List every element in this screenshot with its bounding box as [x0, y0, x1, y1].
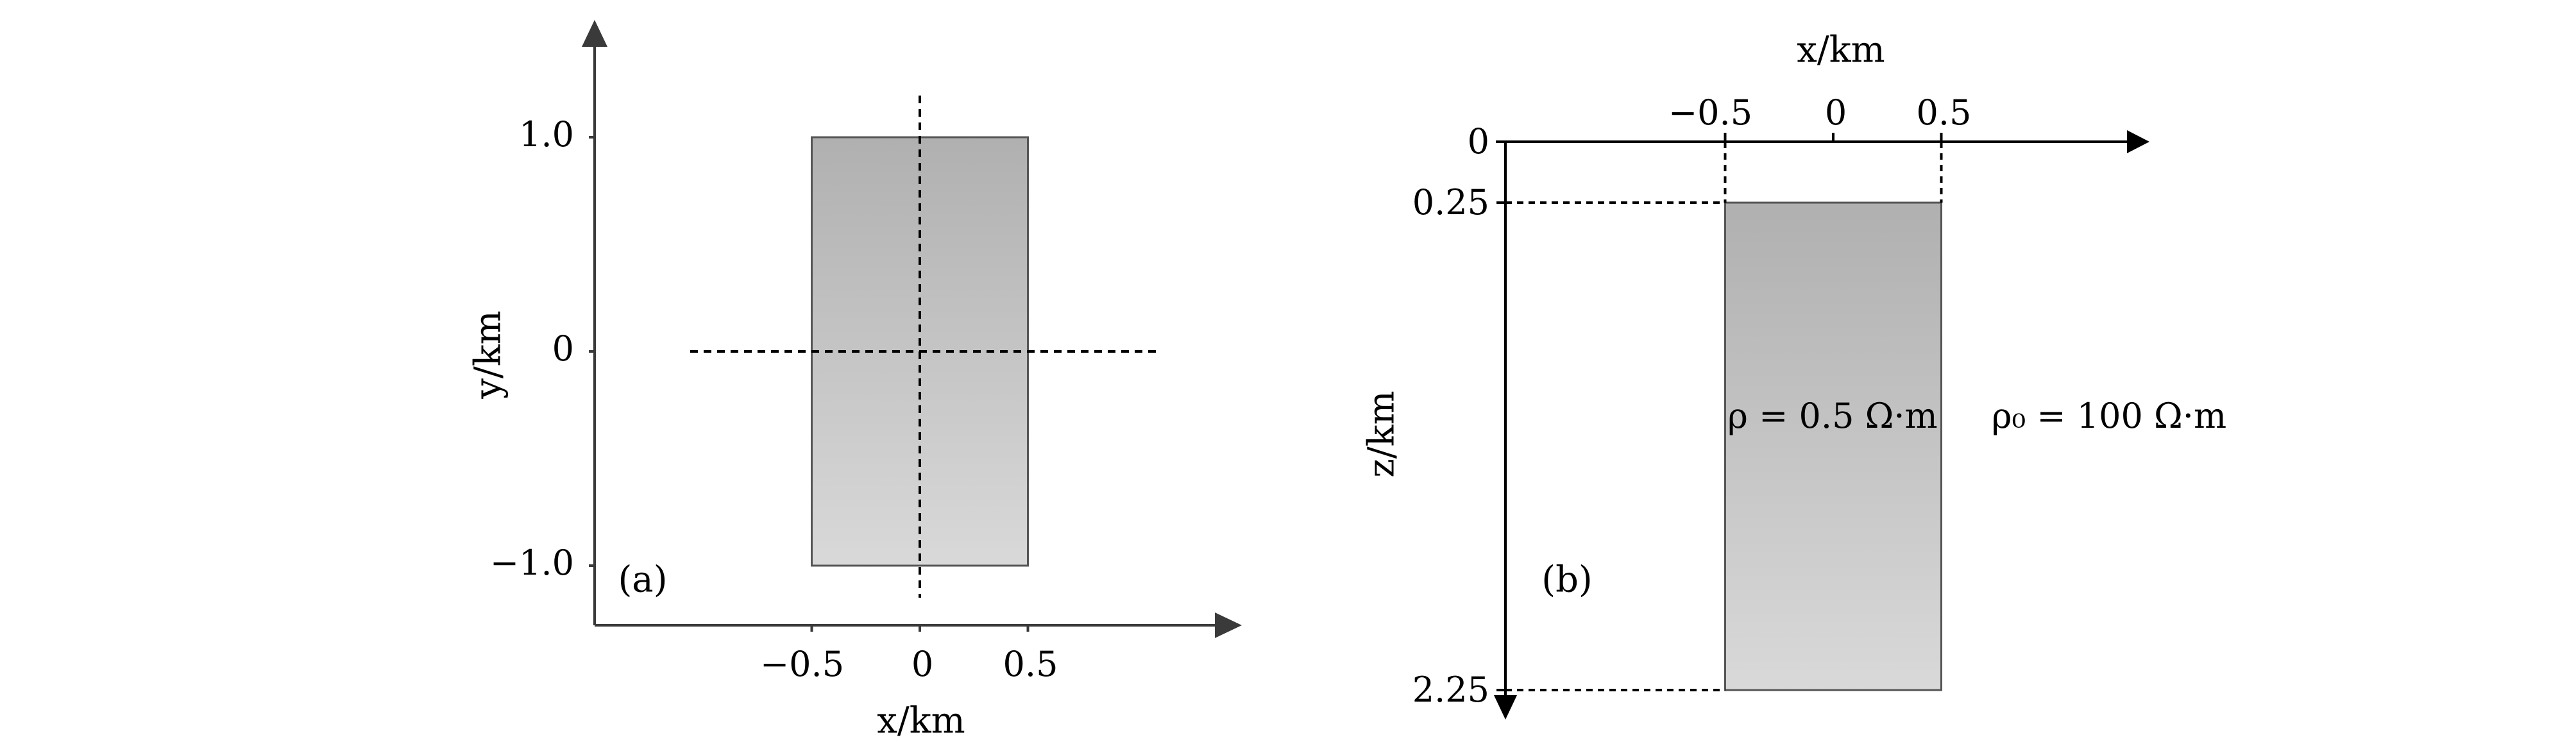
x-tick-label: −0.5	[760, 644, 844, 684]
x-tick-label: 0.5	[1917, 92, 1972, 133]
z-tick-label: 2.25	[1412, 670, 1489, 710]
x-axis-arrow-icon	[2127, 130, 2149, 153]
z-tick-label: 0.25	[1412, 182, 1489, 223]
conductive-body	[1724, 201, 1942, 691]
panel-label-a: (a)	[618, 559, 667, 601]
x-tick-label: 0	[911, 644, 933, 684]
x-axis-label: x/km	[877, 700, 965, 742]
y-axis-arrow-icon	[582, 20, 607, 47]
z-tick-label: 0	[1468, 121, 1489, 162]
y-tick-label: 1.0	[519, 114, 574, 155]
x-axis-arrow-icon	[1215, 612, 1242, 638]
body-resistivity-label: ρ = 0.5 Ω·m	[1727, 396, 1938, 436]
y-tick-label: 0	[552, 328, 574, 369]
x-axis-label: x/km	[1797, 30, 1885, 71]
y-axis-label: y/km	[468, 310, 509, 400]
x-tick-label: 0.5	[1003, 644, 1058, 684]
background-resistivity-label: ρ₀ = 100 Ω·m	[1992, 396, 2226, 436]
panel-b: −0.5 0 0.5 0 0.25 2.25 x/km z/km (b) ρ = 0.5 Ω·m ρ…	[1361, 30, 2226, 720]
y-tick-label: −1.0	[490, 543, 574, 583]
z-axis-arrow-icon	[1494, 695, 1517, 720]
panel-label-b: (b)	[1541, 559, 1593, 601]
panel-a: 1.0 0 −1.0 −0.5 0 0.5 x/km y/km (a)	[468, 20, 1242, 742]
x-tick-label: 0	[1825, 92, 1847, 133]
z-axis-label: z/km	[1361, 391, 1403, 477]
x-tick-label: −0.5	[1668, 92, 1752, 133]
